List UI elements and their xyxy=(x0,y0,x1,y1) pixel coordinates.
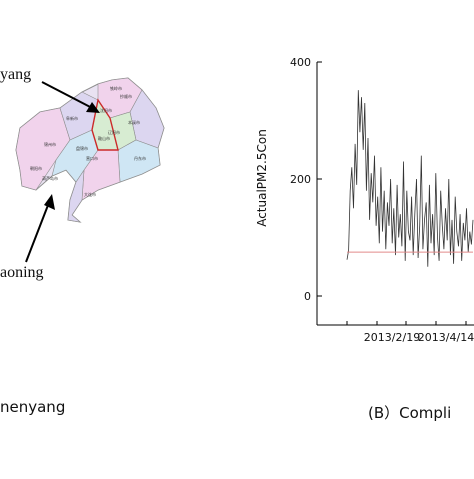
region-southeast xyxy=(117,139,161,183)
y-tick-label: 200 xyxy=(290,173,311,186)
x-tick-label: 2013/4/14 xyxy=(418,331,474,344)
series-actual-pm25-line xyxy=(346,90,474,267)
y-axis-label: ActualPM2.5Con xyxy=(255,129,269,227)
y-ticks: 0 200 400 xyxy=(290,56,322,303)
region-label: 朝阳市 xyxy=(30,165,42,171)
region-southwest xyxy=(51,129,99,183)
region-label: 沈阳市 xyxy=(100,107,112,113)
y-tick-label: 400 xyxy=(290,56,311,69)
region-label: 大连市 xyxy=(84,191,96,197)
y-tick-label: 0 xyxy=(304,290,311,303)
callout-bottom: aoning xyxy=(0,264,44,281)
callout-top: yang xyxy=(0,66,32,83)
region-label: 葫芦岛市 xyxy=(42,175,58,181)
arrow-bottom-head xyxy=(44,194,55,210)
region-label: 辽阳市 xyxy=(108,129,120,135)
map-caption: nenyang xyxy=(0,398,66,416)
region-label: 盘锦市 xyxy=(76,145,88,151)
arrow-top-head xyxy=(86,102,100,113)
region-label: 鞍山市 xyxy=(98,135,110,141)
region-label: 丹东市 xyxy=(134,155,146,161)
series-layer xyxy=(346,90,474,267)
region-label: 锦州市 xyxy=(44,141,56,147)
region-label: 抄顺市 xyxy=(120,93,132,99)
arrow-top-line xyxy=(41,81,97,111)
region-label: 铁岭市 xyxy=(110,85,122,91)
chart-panel: 0 200 400 2013/2/19 2013/4/14 ActualPM2.5Co… xyxy=(240,0,474,474)
highlight-border xyxy=(91,98,119,151)
region-label: 阜新市 xyxy=(66,115,78,121)
region-west xyxy=(15,107,71,191)
chart-caption: (B）Compli xyxy=(368,404,452,422)
map-panel: 沈阳市 抄顺市本溪市 铁岭市阜新市锦州市朝阳市 葫芦岛市 鞍山市营口市 辽阳市丹东市大连市… xyxy=(0,66,165,416)
region-label: 营口市 xyxy=(86,155,98,161)
x-tick-label: 2013/2/19 xyxy=(364,331,420,344)
region-label: 本溪市 xyxy=(128,119,140,125)
arrow-bottom-line xyxy=(25,199,51,263)
